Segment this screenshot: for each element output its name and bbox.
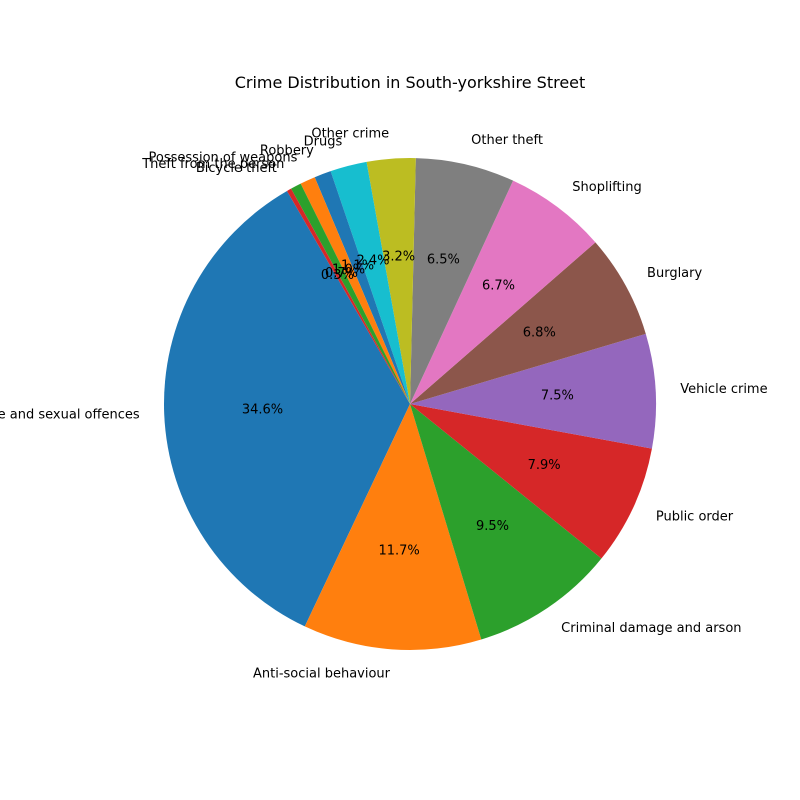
slice-percent-label: 7.5% (541, 389, 574, 404)
pie-slice (291, 183, 410, 404)
pie-percent-labels: 34.6% 11.7% 9.5% 7.9% 7.5% 6.8% 6.7% 6.5% 3.2%2.… (242, 249, 574, 558)
slice-percent-label: 0.3% (321, 268, 354, 283)
slice-percent-label: 1.1% (341, 259, 374, 274)
slice-category-label: Anti-social behaviour (253, 666, 391, 681)
slice-percent-label: 6.5% (427, 253, 460, 268)
slice-category-label: Bicycle theft (196, 161, 277, 176)
slice-category-label: Shoplifting (572, 180, 641, 195)
pie-slice (366, 158, 416, 404)
pie-slice (410, 242, 646, 404)
pie-slice (330, 161, 410, 404)
pie-slice (410, 404, 602, 640)
slice-category-label: Other crime (311, 127, 389, 142)
pie-slice (410, 404, 652, 559)
slice-category-label: Possession of weapons (149, 150, 298, 165)
slice-percent-label: 7.9% (528, 458, 561, 473)
slice-percent-label: 2.4% (357, 254, 390, 269)
pie-slice (304, 404, 482, 650)
pie-slice (300, 177, 410, 404)
slice-percent-label: 0.7% (325, 266, 358, 281)
pie-slice (410, 158, 514, 404)
slice-category-label: Public order (656, 510, 734, 525)
slice-category-label: Burglary (647, 266, 702, 281)
slice-category-label: Criminal damage and arson (561, 621, 741, 636)
slice-category-label: Robbery (260, 144, 314, 159)
slice-category-label: Theft from the person (141, 157, 284, 172)
pie-slices (163, 158, 657, 650)
pie-slice (410, 333, 657, 449)
slice-percent-label: 11.7% (378, 544, 419, 559)
pie-slice (163, 190, 410, 627)
pie-slice (287, 188, 410, 404)
slice-percent-label: 9.5% (476, 519, 509, 534)
slice-percent-label: 6.7% (482, 278, 515, 293)
slice-category-label: Drugs (304, 135, 343, 150)
pie-slice (314, 171, 410, 404)
pie-slice (410, 180, 596, 404)
pie-category-labels: Violence and sexual offences Anti-social … (0, 127, 768, 682)
chart-title: Crime Distribution in South-yorkshire St… (235, 73, 586, 92)
slice-percent-label: 3.2% (382, 249, 415, 264)
slice-category-label: Violence and sexual offences (0, 408, 140, 423)
slice-percent-label: 1.0% (332, 262, 365, 277)
slice-category-label: Other theft (471, 133, 543, 148)
slice-percent-label: 34.6% (242, 403, 283, 418)
slice-category-label: Vehicle crime (680, 382, 767, 397)
slice-percent-label: 6.8% (523, 325, 556, 340)
